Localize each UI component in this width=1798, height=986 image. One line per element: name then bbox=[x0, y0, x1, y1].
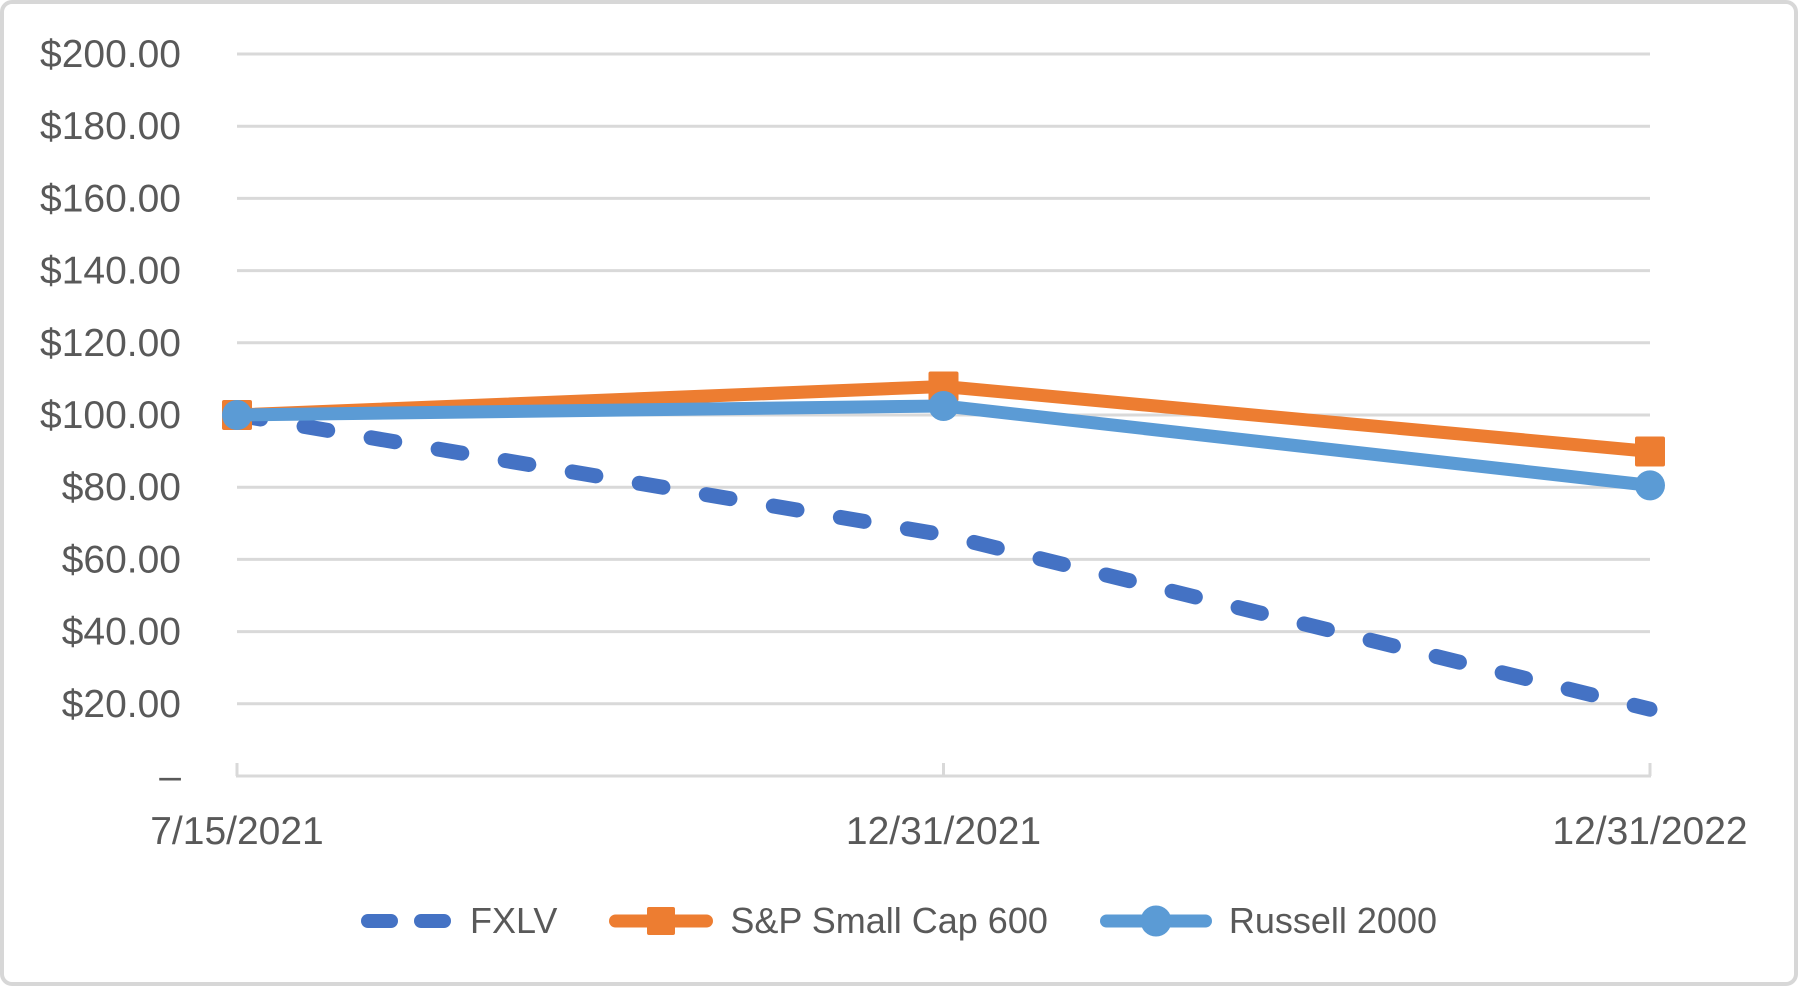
y-tick-label: $100.00 bbox=[40, 394, 181, 437]
legend-label: FXLV bbox=[469, 900, 558, 941]
x-tick-label-2: 12/31/2021 bbox=[846, 810, 1041, 853]
y-tick-label: – bbox=[159, 755, 181, 798]
circle-marker bbox=[1635, 470, 1665, 501]
y-tick-label: $40.00 bbox=[62, 611, 181, 654]
legend-label: S&P Small Cap 600 bbox=[730, 900, 1048, 941]
circle-marker-line-swatch-icon bbox=[1099, 905, 1212, 937]
y-tick-label: $160.00 bbox=[40, 177, 181, 220]
y-tick-label: $80.00 bbox=[62, 466, 181, 509]
legend-item-russell-2000: Russell 2000 bbox=[1099, 900, 1437, 942]
square-marker bbox=[1635, 436, 1665, 467]
y-tick-label: $20.00 bbox=[62, 683, 181, 726]
circle-marker bbox=[928, 390, 959, 421]
y-tick-label: $60.00 bbox=[62, 538, 181, 581]
x-tick-label-1: 7/15/2021 bbox=[150, 810, 324, 853]
x-axis-tick-labels: 7/15/2021 12/31/2021 12/31/2022 bbox=[150, 810, 1747, 853]
data-series bbox=[222, 371, 1665, 717]
legend-item-fxlv: FXLV bbox=[360, 900, 558, 942]
y-tick-label: $180.00 bbox=[40, 105, 181, 148]
circle-marker bbox=[222, 400, 252, 430]
y-axis-tick-labels: $200.00 $180.00 $160.00 $140.00 $120.00 $100.… bbox=[40, 33, 181, 798]
chart-legend: FXLV S&P Small Cap 600 Russell 2000 bbox=[4, 892, 1794, 950]
x-axis-line bbox=[235, 763, 1652, 778]
y-tick-label: $200.00 bbox=[40, 33, 181, 76]
legend-label: Russell 2000 bbox=[1228, 900, 1437, 941]
dashed-line-swatch-icon bbox=[360, 914, 451, 928]
y-tick-label: $140.00 bbox=[40, 250, 181, 293]
x-tick-label-3: 12/31/2022 bbox=[1552, 810, 1747, 853]
y-tick-label: $120.00 bbox=[40, 322, 181, 365]
chart-plot-area: $200.00 $180.00 $160.00 $140.00 $120.00 $100.… bbox=[40, 33, 1748, 853]
legend-item-sp-small-cap-600: S&P Small Cap 600 bbox=[609, 900, 1048, 942]
square-marker-line-swatch-icon bbox=[609, 907, 714, 935]
